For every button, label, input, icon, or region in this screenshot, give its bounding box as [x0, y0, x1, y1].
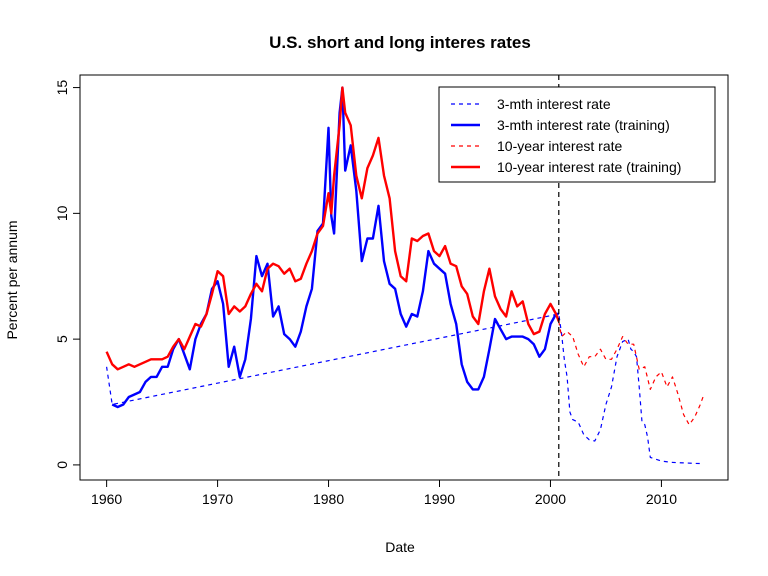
x-tick-label: 1990: [424, 491, 455, 507]
x-tick-label: 1970: [202, 491, 233, 507]
series-line-1: [111, 86, 559, 409]
legend: 3-mth interest rate 3-mth interest rate (…: [438, 86, 716, 183]
x-tick-label: 2000: [535, 491, 566, 507]
legend-box: [438, 86, 716, 183]
x-axis-label: Date: [385, 539, 415, 555]
series-layer: [105, 86, 704, 465]
series-line-0: [106, 313, 704, 465]
series-line-3: [105, 86, 560, 371]
x-tick-label: 1960: [91, 491, 122, 507]
x-tick-label: 2010: [646, 491, 677, 507]
legend-label: 3-mth interest rate (training): [497, 117, 670, 133]
legend-label: 10-year interest rate (training): [497, 159, 681, 175]
x-tick-label: 1980: [313, 491, 344, 507]
y-tick-label: 0: [54, 461, 70, 469]
y-axis: 0 5 10 15: [54, 80, 81, 469]
series-line-2: [558, 321, 704, 426]
legend-label: 10-year interest rate: [497, 138, 622, 154]
chart-title: U.S. short and long interes rates: [269, 33, 531, 52]
x-axis: 1960 1970 1980 1990 2000 2010: [91, 479, 677, 507]
y-tick-label: 5: [54, 335, 70, 343]
y-axis-label: Percent per annum: [4, 220, 20, 339]
legend-label: 3-mth interest rate: [497, 96, 611, 112]
y-tick-label: 15: [54, 80, 70, 96]
y-tick-label: 10: [54, 205, 70, 221]
